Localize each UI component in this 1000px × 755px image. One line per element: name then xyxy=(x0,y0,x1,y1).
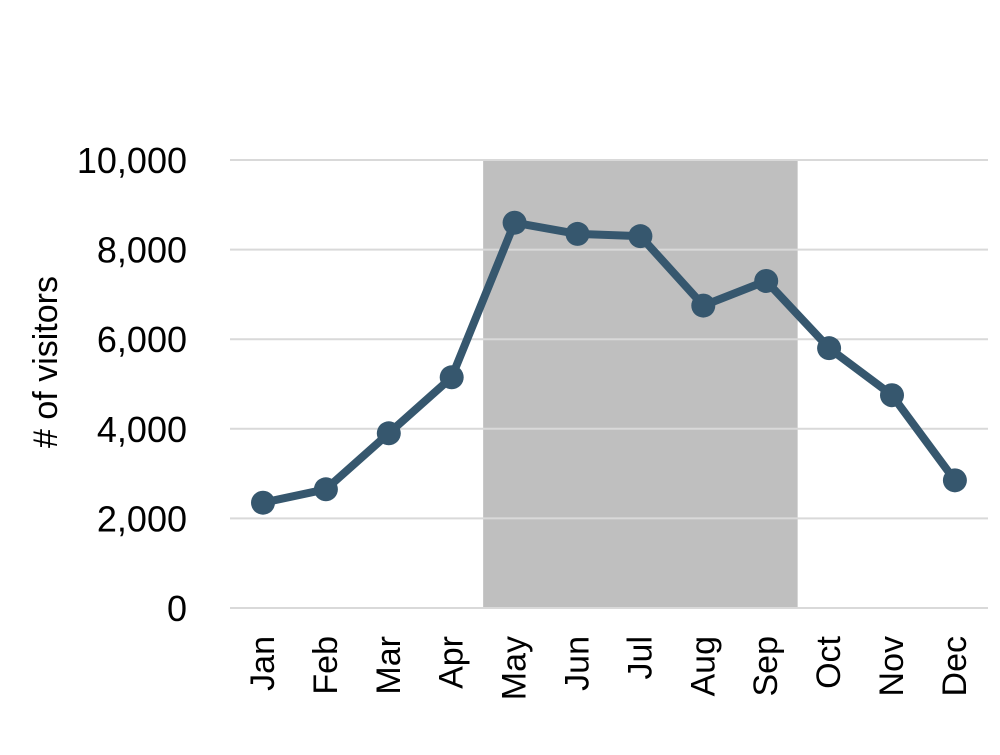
series-line xyxy=(259,218,959,507)
data-point xyxy=(565,221,590,246)
data-point xyxy=(439,365,464,390)
x-tick-label: Jul xyxy=(621,636,659,679)
x-tick-label: Mar xyxy=(370,636,408,695)
y-tick-label: 2,000 xyxy=(97,498,187,539)
data-point xyxy=(880,383,904,408)
y-axis-label: # of visitors xyxy=(27,276,65,448)
y-tick-label: 8,000 xyxy=(97,230,187,271)
x-tick-label: Oct xyxy=(810,635,848,688)
data-point xyxy=(251,490,275,515)
data-point xyxy=(691,293,716,318)
data-point xyxy=(942,468,967,493)
x-tick-label: Aug xyxy=(684,636,722,697)
x-tick-label: Dec xyxy=(936,636,974,696)
data-point xyxy=(502,210,527,235)
x-tick-label: Jan xyxy=(244,636,282,691)
x-tick-label: Apr xyxy=(433,636,471,689)
x-tick-label: Feb xyxy=(307,636,345,695)
y-tick-label: 10,000 xyxy=(77,140,187,181)
data-point xyxy=(376,421,401,446)
data-point xyxy=(313,477,338,502)
y-tick-label: 0 xyxy=(167,588,187,629)
x-tick-label: Nov xyxy=(873,636,911,696)
y-tick-label: 6,000 xyxy=(97,319,187,360)
x-tick-label: May xyxy=(496,636,534,700)
data-point xyxy=(754,268,779,293)
y-tick-label: 4,000 xyxy=(97,409,187,450)
x-tick-label: Jun xyxy=(559,636,597,691)
data-point xyxy=(817,336,842,361)
data-point xyxy=(628,224,653,249)
x-tick-label: Sep xyxy=(747,636,785,697)
